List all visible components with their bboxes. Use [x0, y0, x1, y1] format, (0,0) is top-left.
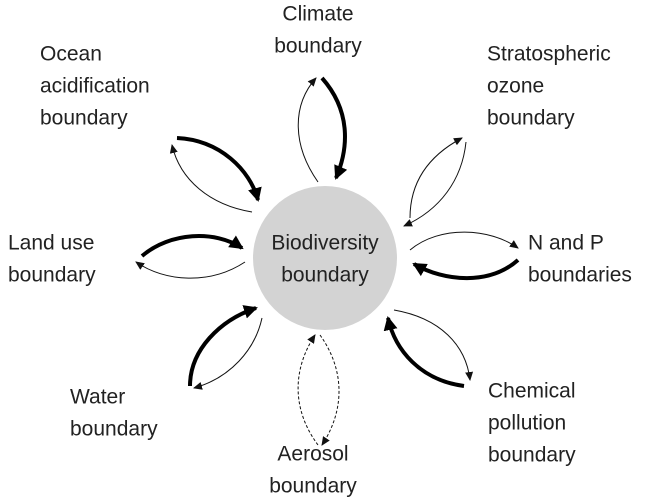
label: Stratospheric	[487, 43, 611, 66]
label: ozone	[487, 75, 544, 98]
arrow	[319, 334, 340, 446]
center-circle	[253, 186, 397, 330]
arrow	[297, 77, 319, 183]
arrow	[176, 136, 262, 202]
label: boundaries	[528, 264, 632, 287]
arrow	[135, 261, 246, 279]
labels: Biodiversity boundary Climate boundary Strat…	[8, 3, 632, 498]
arrow	[393, 309, 474, 381]
arrow	[383, 316, 465, 388]
label: boundary	[8, 264, 96, 287]
label: boundary	[487, 107, 575, 130]
label: pollution	[488, 412, 566, 435]
arrow	[297, 334, 319, 446]
label: Climate	[282, 3, 353, 26]
label: Aerosol	[277, 443, 348, 466]
label: Chemical	[488, 380, 576, 403]
label: boundary	[269, 475, 357, 498]
label: boundary	[488, 444, 576, 467]
label: Land use	[8, 232, 94, 255]
arrows	[135, 76, 520, 446]
arrow	[188, 305, 258, 387]
arrow	[193, 317, 263, 390]
arrow	[409, 231, 519, 251]
arrow	[140, 234, 244, 258]
arrow	[403, 141, 467, 227]
arrow	[412, 258, 520, 281]
label: boundary	[40, 107, 128, 130]
label: acidification	[40, 75, 150, 98]
label: N and P	[528, 232, 604, 255]
arrow	[409, 137, 463, 219]
arrow	[320, 76, 348, 180]
label: Water	[70, 386, 125, 409]
label: Biodiversity	[271, 232, 379, 255]
label: boundary	[281, 264, 369, 287]
arrow	[169, 144, 253, 213]
label: boundary	[274, 35, 362, 58]
label: Ocean	[40, 43, 102, 66]
label: boundary	[70, 418, 158, 441]
